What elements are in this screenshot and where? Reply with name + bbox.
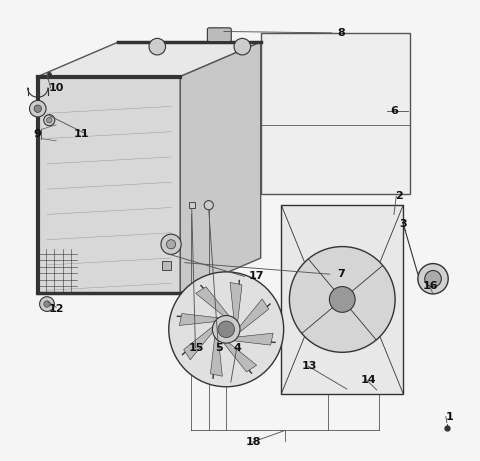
Polygon shape — [180, 42, 261, 293]
Text: 18: 18 — [246, 437, 262, 447]
Circle shape — [44, 301, 50, 307]
Circle shape — [161, 234, 181, 254]
Circle shape — [234, 38, 251, 55]
Text: 1: 1 — [445, 412, 453, 422]
Circle shape — [329, 287, 355, 312]
Polygon shape — [234, 333, 273, 345]
Text: 17: 17 — [248, 272, 264, 282]
Text: 15: 15 — [189, 343, 204, 353]
Polygon shape — [224, 343, 257, 372]
Circle shape — [149, 38, 166, 55]
FancyBboxPatch shape — [207, 28, 231, 41]
Polygon shape — [210, 337, 222, 376]
Circle shape — [40, 297, 54, 311]
Circle shape — [289, 247, 395, 352]
Circle shape — [34, 105, 41, 112]
Circle shape — [167, 240, 176, 249]
Bar — [281, 205, 403, 394]
Bar — [190, 202, 195, 208]
Text: 4: 4 — [234, 343, 241, 353]
Circle shape — [47, 118, 52, 123]
Circle shape — [213, 315, 240, 343]
Text: 8: 8 — [337, 28, 345, 38]
Text: 6: 6 — [390, 106, 398, 116]
Polygon shape — [196, 287, 229, 316]
Text: 16: 16 — [423, 281, 439, 290]
Circle shape — [204, 201, 213, 210]
Text: 7: 7 — [337, 269, 345, 279]
Text: 11: 11 — [74, 129, 89, 139]
Text: 2: 2 — [395, 191, 402, 201]
Text: 13: 13 — [301, 361, 317, 371]
Polygon shape — [240, 299, 269, 332]
Text: 10: 10 — [48, 83, 64, 93]
Circle shape — [169, 272, 284, 387]
Text: 3: 3 — [399, 219, 407, 229]
Text: 12: 12 — [48, 304, 64, 313]
Circle shape — [418, 264, 448, 294]
Circle shape — [218, 321, 235, 337]
Circle shape — [44, 115, 55, 126]
Bar — [261, 33, 410, 194]
Bar — [162, 261, 171, 270]
Polygon shape — [184, 326, 213, 360]
Circle shape — [425, 271, 441, 287]
Circle shape — [29, 100, 46, 117]
Text: 9: 9 — [34, 129, 42, 139]
Polygon shape — [179, 313, 218, 325]
Polygon shape — [38, 77, 180, 293]
Text: 5: 5 — [216, 343, 223, 353]
Polygon shape — [230, 283, 242, 322]
Text: 14: 14 — [361, 375, 376, 385]
Polygon shape — [38, 42, 261, 77]
